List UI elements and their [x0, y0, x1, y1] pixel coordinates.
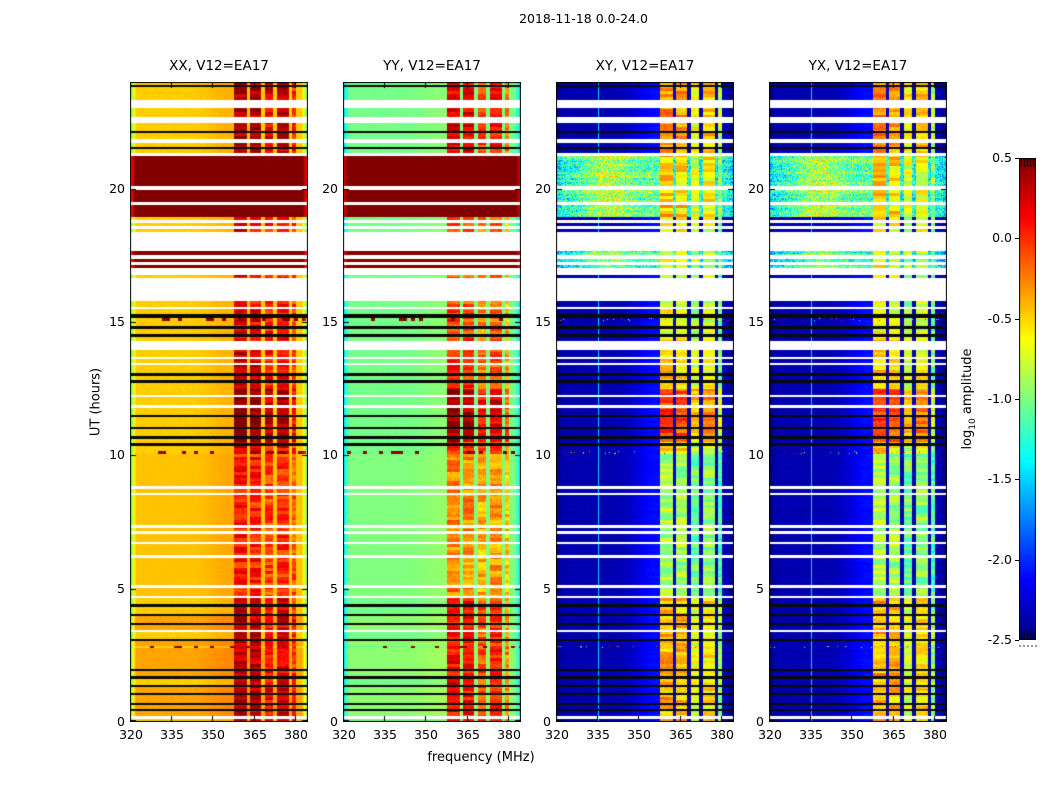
colorbar-tick-label: -1.0: [987, 391, 1012, 406]
y-tick-label: 10: [748, 447, 764, 462]
y-tick-label: 5: [756, 581, 764, 596]
panel-title-xx: XX, V12=EA17: [169, 58, 269, 74]
y-tick-label: 0: [756, 714, 764, 729]
panel-xx: XX, V12=EA17 320 335 350 365 380 0 5 10 15 20: [109, 58, 308, 742]
x-tick-label: 365: [456, 727, 480, 742]
colorbar-tick-label: 0.5: [992, 150, 1012, 165]
colorbar-tick: [1015, 479, 1019, 480]
heatmap-xy-canvas: [556, 82, 734, 722]
x-axis-label: frequency (MHz): [427, 750, 535, 765]
y-tick-label: 15: [748, 314, 764, 329]
colorbar-canvas: [1019, 158, 1036, 640]
figure-title: 2018-11-18 0.0-24.0: [519, 11, 648, 26]
panel-title-xy: XY, V12=EA17: [595, 58, 695, 74]
x-tick-label: 380: [710, 727, 734, 742]
colorbar-tick: [1015, 399, 1019, 400]
y-tick-label: 10: [535, 447, 551, 462]
y-tick-label: 20: [535, 181, 551, 196]
y-tick-label: 5: [330, 581, 338, 596]
x-tick-label: 365: [882, 727, 906, 742]
y-tick-label: 15: [322, 314, 338, 329]
panel-xy: XY, V12=EA17 320 335 350 365 380 0 5 10 15 20: [535, 58, 734, 742]
y-tick-label: 20: [109, 181, 125, 196]
y-tick-label: 5: [117, 581, 125, 596]
y-tick-label: 5: [543, 581, 551, 596]
x-tick-label: 365: [243, 727, 267, 742]
x-tick-label: 350: [627, 727, 651, 742]
heatmap-yy-canvas: [343, 82, 521, 722]
y-tick-label: 10: [322, 447, 338, 462]
colorbar-tick: [1015, 640, 1019, 641]
colorbar-tick: [1015, 560, 1019, 561]
panel-title-yx: YX, V12=EA17: [808, 58, 908, 74]
colorbar-tick: [1015, 158, 1019, 159]
x-tick-label: 350: [840, 727, 864, 742]
colorbar-tick-label: 0.0: [992, 230, 1012, 245]
x-tick-label: 335: [160, 727, 184, 742]
x-tick-label: 365: [669, 727, 693, 742]
colorbar-tick: [1015, 319, 1019, 320]
y-tick-label: 20: [748, 181, 764, 196]
x-tick-label: 350: [201, 727, 225, 742]
colorbar-extend-hatch: [1019, 645, 1037, 647]
heatmap-yx-canvas: [769, 82, 947, 722]
y-tick-label: 15: [535, 314, 551, 329]
x-tick-label: 320: [332, 727, 356, 742]
y-tick-label: 15: [109, 314, 125, 329]
y-tick-label: 0: [330, 714, 338, 729]
x-tick-label: 350: [414, 727, 438, 742]
colorbar-tick: [1015, 238, 1019, 239]
y-tick-label: 10: [109, 447, 125, 462]
x-tick-label: 335: [586, 727, 610, 742]
colorbar-tick-label: -1.5: [987, 471, 1012, 486]
panel-yx: YX, V12=EA17 320 335 350 365 380 0 5 10 15 20: [748, 58, 947, 742]
y-tick-label: 0: [117, 714, 125, 729]
y-tick-label: 20: [322, 181, 338, 196]
x-tick-label: 380: [284, 727, 308, 742]
colorbar-tick-label: -2.0: [987, 552, 1012, 567]
heatmap-xx-canvas: [130, 82, 308, 722]
x-tick-label: 320: [758, 727, 782, 742]
colorbar: 0.5 0.0 -0.5 -1.0 -1.5 -2.0 -2.5: [988, 150, 1036, 647]
y-tick-label: 0: [543, 714, 551, 729]
colorbar-tick-label: -2.5: [987, 632, 1012, 647]
panel-title-yy: YY, V12=EA17: [383, 58, 481, 74]
x-tick-label: 320: [119, 727, 143, 742]
x-tick-label: 320: [545, 727, 569, 742]
x-tick-label: 335: [799, 727, 823, 742]
panel-yy: YY, V12=EA17 320 335 350 365 380 0 5 10 15 20: [322, 58, 521, 742]
colorbar-tick-label: -0.5: [987, 311, 1012, 326]
x-tick-label: 380: [923, 727, 947, 742]
x-tick-label: 335: [373, 727, 397, 742]
x-tick-label: 380: [497, 727, 521, 742]
